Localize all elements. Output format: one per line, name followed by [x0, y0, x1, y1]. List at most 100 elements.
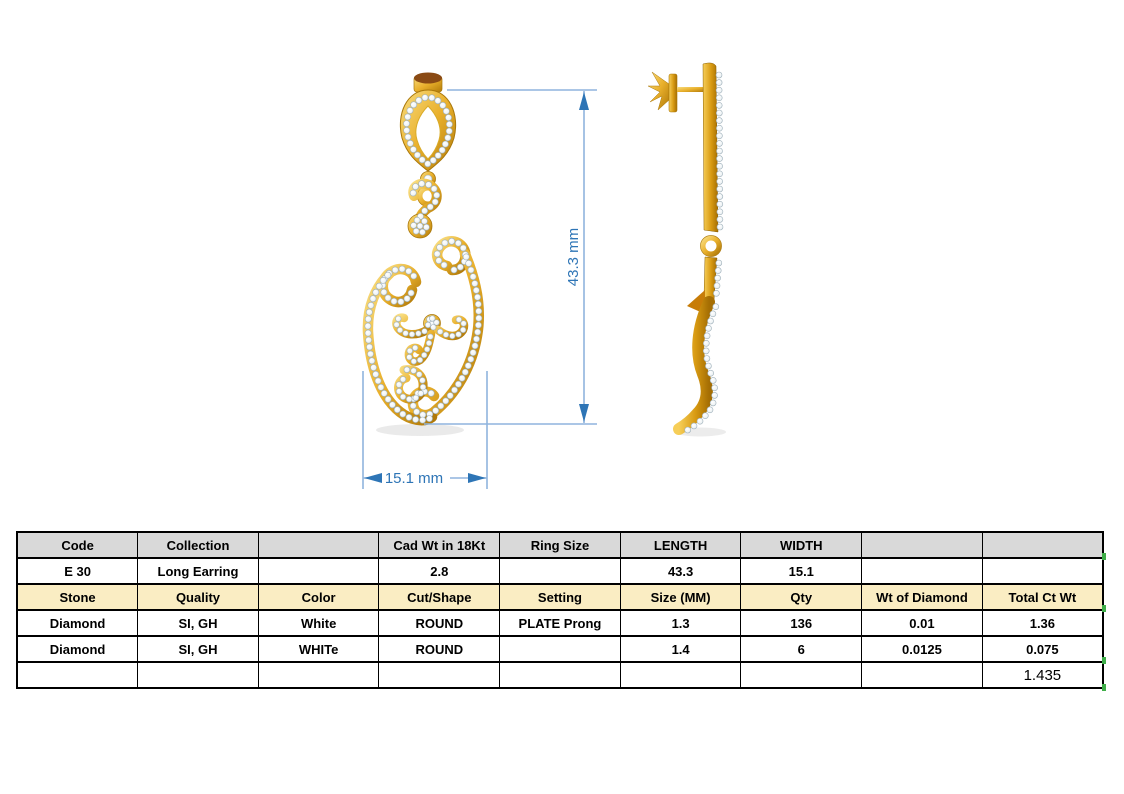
selection-artifact: [1102, 553, 1106, 560]
diamond-stone: [406, 107, 414, 114]
diamond-stone: [716, 124, 723, 132]
diamond-stone: [405, 413, 413, 421]
diamond-stone: [390, 297, 398, 305]
table-cell: 6: [740, 635, 863, 663]
diamond-stone: [472, 286, 480, 294]
table-cell: Qty: [740, 583, 863, 611]
diamond-stone: [716, 170, 723, 178]
diamond-stone: [467, 355, 475, 363]
table-cell: [861, 557, 983, 585]
diamond-stone: [412, 416, 419, 423]
diamond-stone: [367, 301, 375, 309]
diamond-stone: [406, 354, 413, 361]
diamond-stone: [446, 392, 454, 399]
table-cell: WIDTH: [740, 531, 863, 559]
diamond-stone: [410, 222, 417, 229]
stud-top: [414, 72, 442, 84]
diamond-stone: [369, 295, 377, 303]
diamond-stone: [459, 244, 467, 252]
table-cell: [740, 661, 863, 689]
table-row: Code Collection Cad Wt in 18Kt Ring Size LEN…: [16, 531, 1104, 559]
spec-table: Code Collection Cad Wt in 18Kt Ring Size LEN…: [16, 531, 1104, 689]
table-cell: 1.36: [981, 609, 1104, 637]
diamond-stone: [475, 314, 483, 322]
diamond-stone: [406, 139, 414, 147]
table-cell: [861, 531, 983, 559]
diamond-stone: [714, 267, 722, 274]
table-cell: ROUND: [378, 635, 501, 663]
diamond-stone: [418, 180, 426, 188]
length-arrow-up: [579, 92, 589, 110]
table-cell: [981, 531, 1104, 559]
diamond-stone: [416, 371, 423, 378]
diamond-stone: [425, 181, 432, 189]
diamond-stone: [410, 101, 418, 109]
diamond-stone: [474, 321, 482, 329]
diamond-stone: [474, 328, 481, 336]
diamond-stone: [393, 321, 400, 328]
table-cell: [499, 661, 621, 689]
diamond-stone: [410, 272, 418, 280]
diamond-stone: [393, 406, 401, 414]
diamond-stone: [442, 397, 450, 405]
diamond-stone: [709, 399, 717, 407]
table-cell: PLATE Prong: [499, 609, 621, 637]
table-cell: Total Ct Wt: [981, 583, 1104, 611]
diamond-stone: [684, 426, 692, 434]
diamond-stone: [701, 412, 709, 420]
table-cell: LENGTH: [619, 531, 742, 559]
diamond-stone: [370, 364, 377, 371]
diamond-stone: [427, 389, 435, 397]
diamond-stone: [469, 349, 477, 356]
table-cell: Setting: [499, 583, 621, 611]
diamond-stone: [716, 178, 724, 185]
diamond-stone: [433, 191, 441, 199]
diamond-stone: [445, 114, 452, 121]
diamond-stone: [712, 303, 720, 311]
diamond-stone: [424, 346, 431, 353]
selection-artifact: [1102, 657, 1106, 664]
diamond-stone: [437, 402, 445, 410]
diamond-stone: [365, 308, 373, 316]
table-cell: White: [257, 609, 380, 637]
diamond-stone: [404, 133, 412, 141]
diamond-stone: [716, 223, 724, 231]
diamond-stone: [403, 366, 411, 373]
diamond-stone: [425, 340, 433, 347]
diamond-stone: [380, 389, 388, 397]
diamond-stone: [431, 198, 439, 206]
diamond-stone: [440, 261, 448, 269]
diamond-stone: [419, 416, 426, 424]
table-cell: [378, 661, 501, 689]
diamond-stone: [715, 102, 723, 109]
table-cell: [619, 661, 742, 689]
table-cell: 43.3: [619, 557, 742, 585]
diamond-stone: [462, 253, 470, 261]
diamond-stone: [408, 331, 416, 338]
diamond-stone: [433, 319, 440, 326]
diamond-stone: [424, 321, 432, 329]
diamond-stone: [399, 376, 407, 383]
diamond-stone: [441, 140, 449, 148]
width-dimension-label: 15.1 mm: [385, 470, 443, 487]
diamond-stone: [416, 356, 424, 364]
diamond-stone: [715, 259, 723, 267]
side-connector-ring: [700, 235, 722, 257]
diamond-stone: [716, 208, 724, 216]
diamond-stone: [716, 162, 723, 170]
diamond-stone: [402, 330, 409, 337]
diamond-stone: [702, 347, 710, 355]
diamond-stone: [412, 183, 419, 190]
diamond-stone: [427, 333, 434, 340]
diamond-stone: [437, 328, 444, 335]
table-cell: Cad Wt in 18Kt: [378, 531, 501, 559]
diamond-stone: [412, 227, 420, 235]
diamond-stone: [424, 160, 432, 168]
diamond-stone: [439, 102, 447, 109]
table-cell: Code: [16, 531, 139, 559]
diamond-stone: [707, 369, 715, 377]
diamond-stone: [419, 383, 427, 391]
diamond-stone: [364, 329, 372, 337]
diamond-stone: [425, 415, 433, 422]
